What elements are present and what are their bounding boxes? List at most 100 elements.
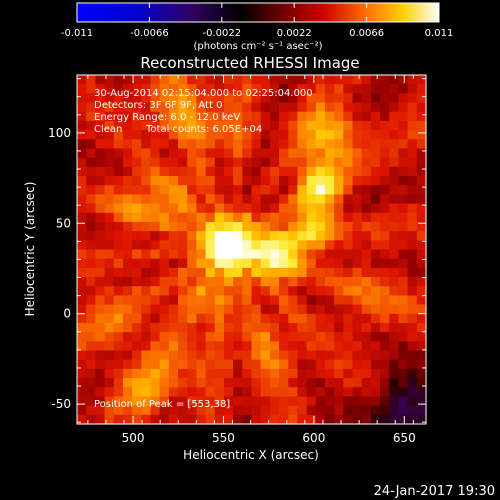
heatmap-cell — [380, 332, 390, 342]
heatmap-cell — [150, 185, 161, 195]
heatmap-cell — [315, 231, 326, 241]
heatmap-cell — [205, 405, 216, 416]
heatmap-cell — [242, 176, 253, 186]
heatmap-cell — [86, 240, 96, 251]
heatmap-cell — [104, 111, 115, 122]
heatmap-cell — [233, 176, 243, 186]
heatmap-cell — [297, 332, 308, 342]
heatmap-cell — [315, 313, 326, 324]
heatmap-cell — [297, 185, 308, 195]
heatmap-cell — [196, 102, 207, 113]
heatmap-cell — [370, 102, 381, 113]
heatmap-cell — [361, 221, 372, 232]
heatmap-cell — [251, 368, 262, 379]
heatmap-cell — [122, 295, 133, 306]
heatmap-cell — [141, 157, 152, 168]
heatmap-cell — [370, 387, 381, 398]
heatmap-cell — [113, 157, 124, 168]
heatmap-cell — [269, 157, 280, 168]
heatmap-cell — [223, 93, 234, 104]
heatmap-cell — [251, 240, 262, 251]
heatmap-cell — [288, 405, 299, 416]
heatmap-cell — [269, 75, 280, 85]
heatmap-cell — [407, 221, 418, 232]
heatmap-cell — [389, 332, 400, 342]
heatmap-cell — [361, 267, 372, 278]
heatmap-cell — [187, 185, 197, 195]
heatmap-cell — [150, 368, 161, 379]
heatmap-cell — [205, 176, 216, 186]
heatmap-cell — [370, 295, 381, 306]
heatmap-cell — [389, 341, 400, 352]
heatmap-cell — [150, 258, 161, 269]
x-axis: 500 550 600 650 — [87, 75, 416, 445]
heatmap-cell — [288, 387, 299, 398]
heatmap-cell — [104, 313, 115, 324]
heatmap-cell — [315, 166, 326, 177]
heatmap-cell — [260, 111, 271, 122]
heatmap-cell — [370, 368, 381, 379]
heatmap-cell — [187, 75, 197, 85]
heatmap-cell — [306, 84, 317, 94]
heatmap-cell — [168, 240, 179, 251]
heatmap-cell — [370, 313, 381, 324]
heatmap-cell — [315, 120, 326, 131]
heatmap-cell — [168, 350, 179, 361]
heatmap-cell — [251, 185, 262, 195]
heatmap-cell — [352, 221, 363, 232]
heatmap-cell — [324, 120, 335, 131]
heatmap-cell — [315, 295, 326, 306]
heatmap-cell — [324, 359, 335, 370]
heatmap-cell — [242, 295, 253, 306]
heatmap-cell — [205, 203, 216, 214]
heatmap-cell — [315, 396, 326, 407]
heatmap-cell — [352, 378, 363, 388]
heatmap-cell — [343, 368, 354, 379]
heatmap-cell — [269, 84, 280, 94]
heatmap-cell — [223, 249, 234, 260]
heatmap-cell — [324, 221, 335, 232]
heatmap-cell — [187, 102, 197, 113]
heatmap-cell — [122, 249, 133, 260]
heatmap-cell — [77, 75, 87, 85]
heatmap-cell — [150, 102, 161, 113]
heatmap-cell — [187, 157, 197, 168]
heatmap-cell — [343, 295, 354, 306]
heatmap-cell — [297, 75, 308, 85]
heatmap-cell — [122, 277, 133, 287]
heatmap-cell — [141, 194, 152, 205]
heatmap-cell — [407, 322, 418, 333]
heatmap-cell — [306, 267, 317, 278]
heatmap-cell — [159, 185, 170, 195]
heatmap-cell — [233, 332, 243, 342]
heatmap-cell — [122, 313, 133, 324]
heatmap-cell — [361, 75, 372, 85]
heatmap-cell — [205, 157, 216, 168]
heatmap-cell — [334, 102, 344, 113]
heatmap-cell — [416, 322, 427, 333]
heatmap-cell — [288, 194, 299, 205]
heatmap-cell — [279, 231, 289, 241]
heatmap-cell — [187, 304, 197, 315]
heatmap-cell — [150, 111, 161, 122]
heatmap-cell — [389, 185, 400, 195]
heatmap-cell — [86, 249, 96, 260]
heatmap-cell — [95, 84, 106, 94]
heatmap-cell — [416, 166, 427, 177]
heatmap-cell — [187, 405, 197, 416]
heatmap-cell — [269, 368, 280, 379]
heatmap-cell — [86, 194, 96, 205]
colorbar-tick-label: -0.0066 — [130, 28, 169, 39]
heatmap-cell — [315, 176, 326, 186]
heatmap-cell — [416, 277, 427, 287]
heatmap-cell — [159, 277, 170, 287]
heatmap-cell — [205, 194, 216, 205]
heatmap-cell — [279, 249, 289, 260]
heatmap-cell — [141, 267, 152, 278]
heatmap-cell — [306, 166, 317, 177]
heatmap-cell — [279, 185, 289, 195]
heatmap-cell — [279, 277, 289, 287]
colorbar-tick-label: 0.011 — [425, 28, 454, 39]
heatmap-cell — [260, 267, 271, 278]
heatmap-cell — [187, 249, 197, 260]
